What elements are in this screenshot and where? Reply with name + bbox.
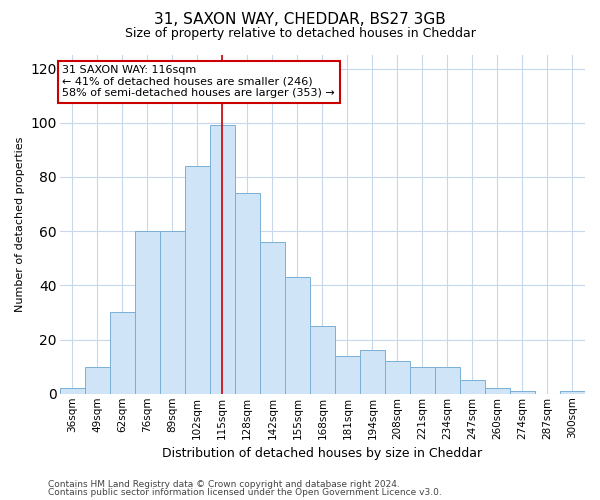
Bar [85,366,110,394]
Text: Contains HM Land Registry data © Crown copyright and database right 2024.: Contains HM Land Registry data © Crown c… [48,480,400,489]
Bar [135,231,160,394]
Bar [110,312,135,394]
Text: Size of property relative to detached houses in Cheddar: Size of property relative to detached ho… [125,28,475,40]
Bar [385,361,410,394]
Y-axis label: Number of detached properties: Number of detached properties [15,136,25,312]
Bar [510,391,535,394]
Bar [285,277,310,394]
Bar [210,126,235,394]
Bar [235,193,260,394]
Bar [485,388,510,394]
Bar [560,391,585,394]
Bar [160,231,185,394]
Bar [335,356,360,394]
Bar [410,366,435,394]
Bar [60,388,85,394]
Bar [310,326,335,394]
X-axis label: Distribution of detached houses by size in Cheddar: Distribution of detached houses by size … [162,447,482,460]
Text: 31 SAXON WAY: 116sqm
← 41% of detached houses are smaller (246)
58% of semi-deta: 31 SAXON WAY: 116sqm ← 41% of detached h… [62,65,335,98]
Bar [260,242,285,394]
Bar [360,350,385,394]
Bar [185,166,210,394]
Text: Contains public sector information licensed under the Open Government Licence v3: Contains public sector information licen… [48,488,442,497]
Text: 31, SAXON WAY, CHEDDAR, BS27 3GB: 31, SAXON WAY, CHEDDAR, BS27 3GB [154,12,446,28]
Bar [460,380,485,394]
Bar [435,366,460,394]
